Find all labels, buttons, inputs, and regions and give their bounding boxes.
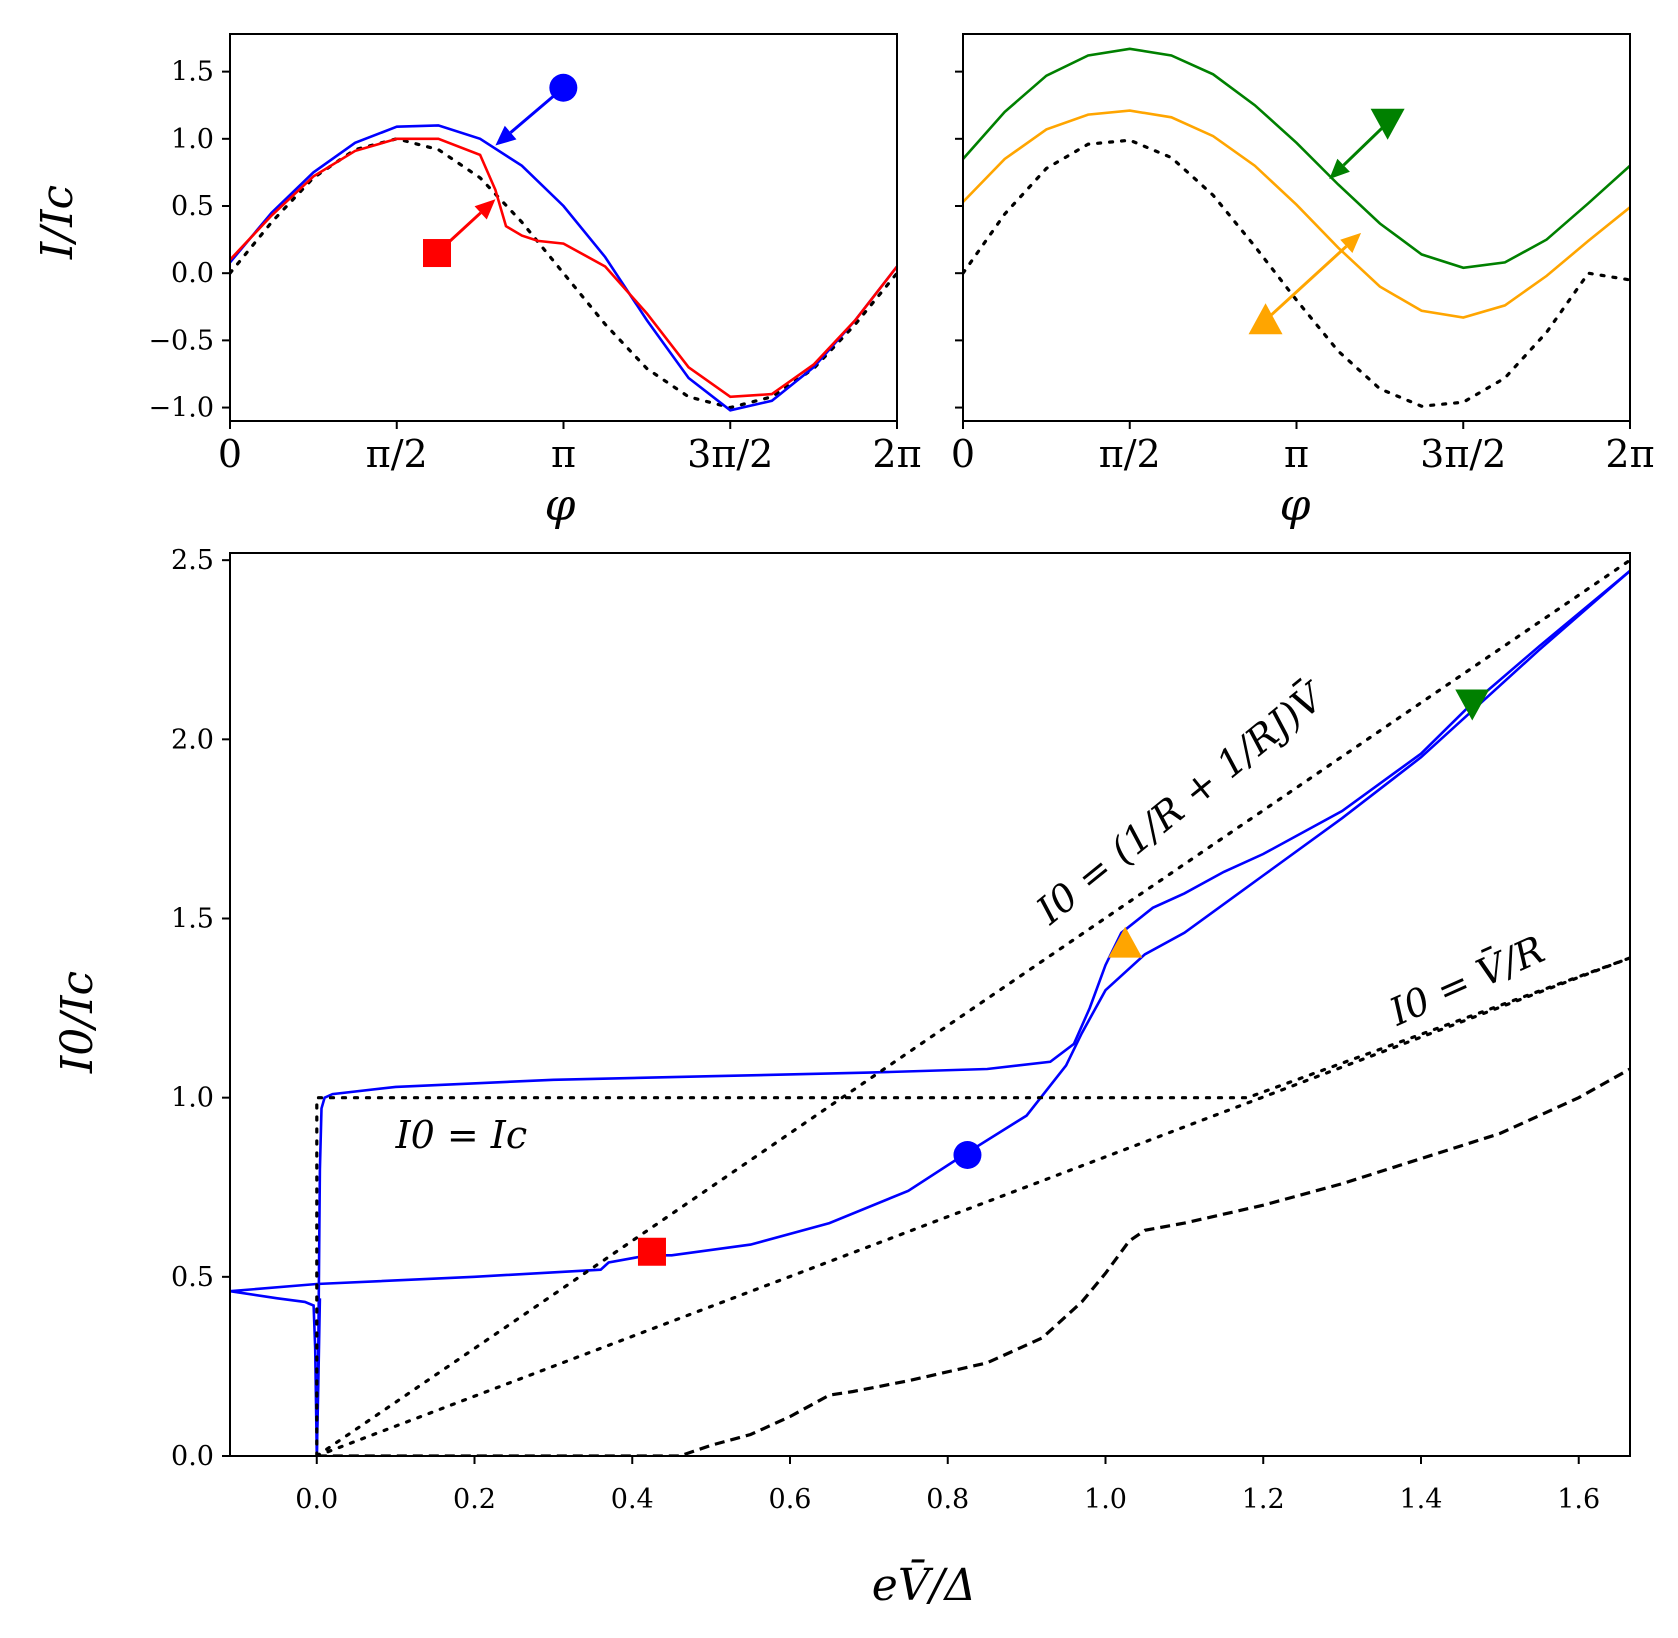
series-line — [315, 956, 1630, 1456]
series-line — [316, 1067, 1630, 1456]
axes-frame — [962, 33, 1631, 422]
annotation: I0 = Ic — [395, 1113, 527, 1157]
axes-frame — [229, 552, 1631, 1457]
bottom-xlabel: eV̄/Δ — [872, 1558, 976, 1611]
series-line — [230, 569, 1630, 1293]
x-tick-label: 2π — [1605, 432, 1654, 476]
arrow — [1264, 245, 1348, 322]
x-tick-label: 0.6 — [769, 1484, 812, 1515]
x-tick-label: π — [1284, 432, 1309, 476]
y-tick-label: −0.5 — [148, 325, 214, 356]
top-left-xlabel: φ — [545, 480, 576, 531]
y-tick-label: 2.0 — [171, 724, 214, 755]
x-tick-label: 1.4 — [1400, 1484, 1443, 1515]
x-tick-label: 1.0 — [1084, 1484, 1127, 1515]
square-marker — [637, 1237, 666, 1266]
x-tick-label: 1.6 — [1557, 1484, 1600, 1515]
x-tick-label: 3π/2 — [687, 432, 773, 476]
series-line — [230, 1289, 322, 1456]
y-tick-label: 2.5 — [171, 545, 214, 576]
series-line — [963, 47, 1630, 270]
y-tick-label: 1.0 — [171, 1083, 214, 1114]
y-tick-label: 1.5 — [171, 57, 214, 88]
circle-marker — [953, 1141, 982, 1169]
y-tick-label: 0.0 — [171, 1441, 214, 1472]
arrow-head — [1329, 158, 1350, 180]
bottom-panel: 0.0 0.2 0.4 0.6 0.8 1.0 1.2 1.4 1.6 0.0 0.5 1.0 1.5 2… — [171, 545, 1631, 1515]
series-line — [230, 137, 897, 410]
y-tick-label: 0.0 — [171, 258, 214, 289]
series-line — [230, 137, 897, 399]
x-tick-label: 0 — [218, 432, 242, 476]
y-tick-label: 1.5 — [171, 904, 214, 935]
annotation: I0 = V̄/R — [1382, 927, 1551, 1034]
arrow — [1342, 121, 1389, 167]
triangle-up-marker — [1248, 303, 1283, 335]
y-tick-label: −1.0 — [148, 393, 214, 424]
y-tick-label: 0.5 — [171, 1262, 214, 1293]
triangle-down-marker — [1455, 689, 1490, 721]
x-tick-label: 1.2 — [1242, 1484, 1285, 1515]
circle-marker — [549, 73, 578, 102]
x-tick-label: 2π — [872, 432, 921, 476]
x-tick-label: π/2 — [366, 432, 428, 476]
top-left-panel: 0 π/2 π 3π/2 2π −1.0 −0.5 0.0 0.5 1.0 1.5 — [148, 33, 922, 476]
arrow-head — [1340, 232, 1362, 254]
series-line — [963, 109, 1630, 319]
arrow-head — [495, 125, 517, 146]
series-line — [315, 569, 1630, 1456]
bottom-ylabel: I0/Ic — [52, 971, 103, 1074]
top-left-ylabel: I/Ic — [32, 185, 83, 260]
square-marker — [423, 239, 452, 268]
series-line — [315, 956, 1630, 1456]
triangle-up-marker — [1108, 926, 1143, 958]
y-tick-label: 1.0 — [171, 124, 214, 155]
x-tick-label: 0.2 — [453, 1484, 496, 1515]
x-tick-label: π — [551, 432, 576, 476]
x-tick-label: 3π/2 — [1420, 432, 1506, 476]
x-tick-label: 0.4 — [611, 1484, 654, 1515]
x-tick-label: 0 — [951, 432, 975, 476]
series-line — [230, 124, 897, 412]
y-tick-label: 0.5 — [171, 191, 214, 222]
x-tick-label: 0.8 — [926, 1484, 969, 1515]
triangle-down-marker — [1370, 108, 1405, 140]
x-tick-label: π/2 — [1099, 432, 1161, 476]
series-line — [315, 558, 1630, 1456]
arrow-head — [474, 199, 496, 220]
top-right-panel: 0 π/2 π 3π/2 2π — [951, 33, 1655, 476]
series-line — [963, 138, 1630, 408]
top-right-xlabel: φ — [1280, 480, 1311, 531]
x-tick-label: 0.0 — [295, 1484, 338, 1515]
